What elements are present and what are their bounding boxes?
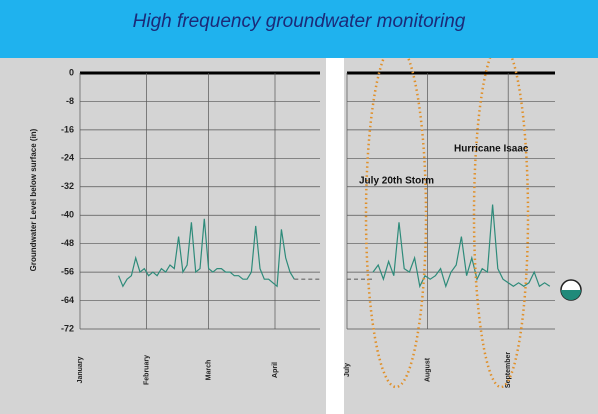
x-tick-label: August [424,357,431,382]
header [0,0,598,58]
annotation: July 20th Storm [359,176,434,187]
y-tick-label: 0 [69,67,74,77]
x-tick-label: July [344,363,351,377]
y-tick-label: -48 [61,238,74,248]
storm-ellipse [472,58,530,389]
y-tick-label: -56 [61,266,74,276]
well-icon [560,279,582,301]
highlights [364,58,530,389]
y-tick-label: -72 [61,323,74,333]
annotation: Hurricane Isaac [454,144,529,155]
plots: 0 -8 -16 -24 -32 -40 -48 -56 -64 -72 January Februa… [61,67,555,388]
storm-ellipse [364,58,428,389]
y-tick-label: -32 [61,181,74,191]
x-tick-label: March [205,360,212,381]
series-line [118,218,295,288]
panel-gap [326,58,344,414]
y-axis-label: Groundwater Level below surface (in) [29,128,38,271]
y-tick-label: -40 [61,210,74,220]
y-tick-label: -24 [61,153,74,163]
x-tick-label: January [77,356,84,383]
x-tick-label: April [272,362,279,378]
x-tick-label: September [505,352,512,388]
y-tick-label: -64 [61,295,74,305]
series-line [372,204,551,289]
y-tick-label: -8 [66,96,74,106]
x-tick-label: February [143,355,150,385]
y-tick-label: -16 [61,124,74,134]
page-title: High frequency groundwater monitoring [133,11,466,32]
